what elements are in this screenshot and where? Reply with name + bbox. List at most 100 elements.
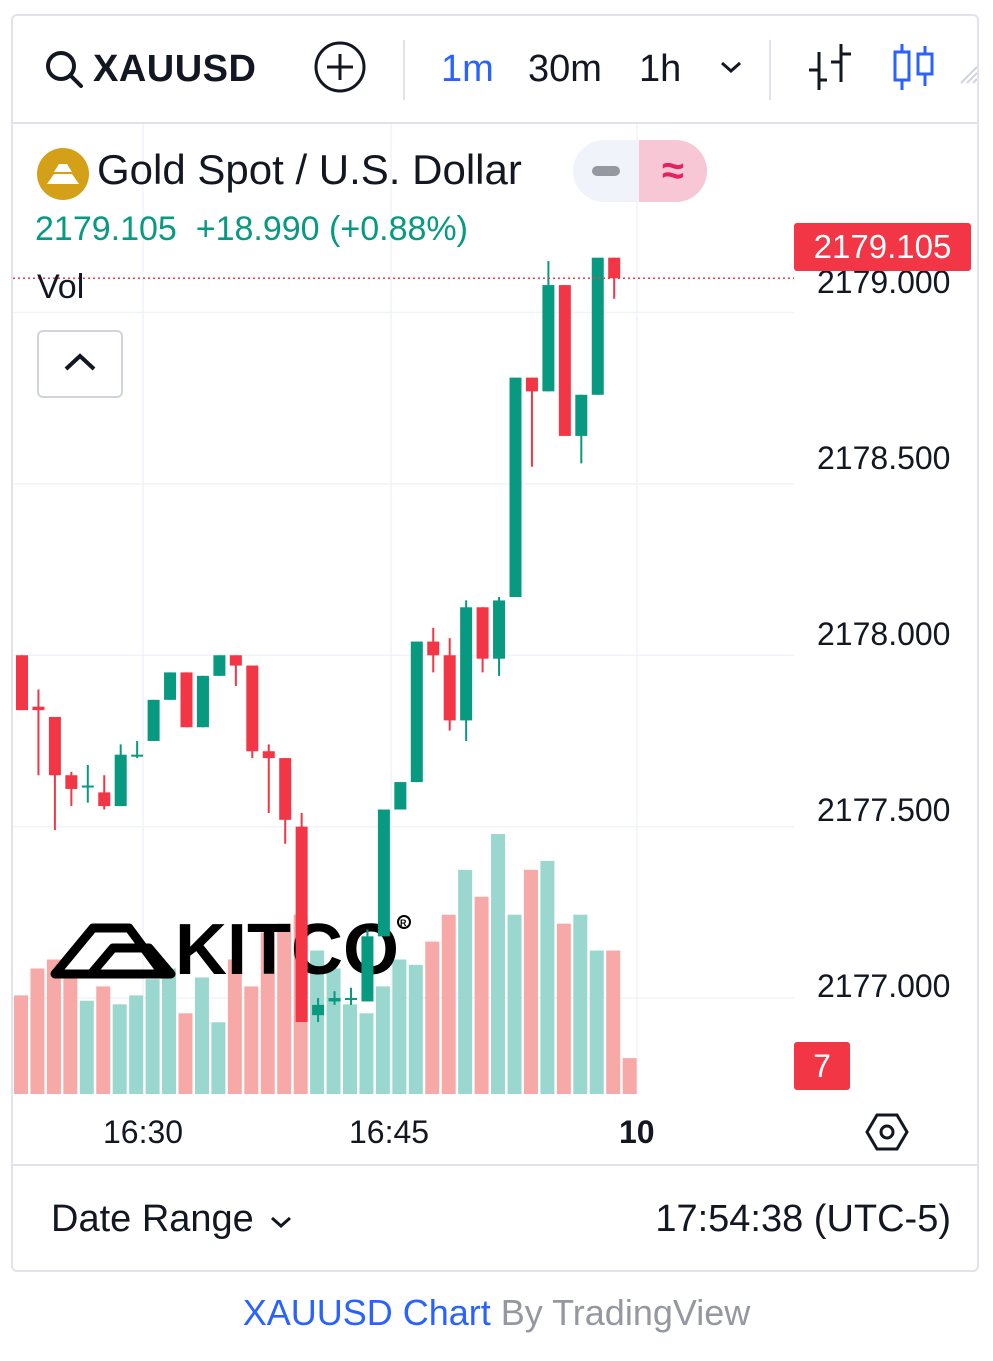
- symbol-description: Gold Spot / U.S. Dollar: [97, 146, 522, 193]
- volume-bar: [63, 977, 78, 1094]
- attribution-link[interactable]: XAUUSD Chart: [242, 1292, 491, 1333]
- candle[interactable]: [361, 929, 374, 1002]
- bar-style-button[interactable]: [805, 16, 857, 122]
- chart-widget: XAUUSD 1m 30m 1h: [11, 14, 979, 1272]
- last-price-value: 2179.105: [35, 210, 177, 248]
- volume-bar: [606, 950, 621, 1094]
- candle[interactable]: [476, 607, 489, 673]
- candle[interactable]: [295, 812, 308, 1023]
- time-axis-label: 16:45: [349, 1114, 430, 1150]
- timeframe-label: 1m: [441, 47, 494, 90]
- candle[interactable]: [16, 655, 28, 711]
- candle[interactable]: [575, 394, 588, 464]
- volume-bar: [622, 1058, 637, 1094]
- candle[interactable]: [131, 740, 144, 759]
- volume-bar: [310, 950, 325, 1094]
- time-axis-label: 16:30: [103, 1114, 184, 1150]
- candle[interactable]: [509, 377, 522, 598]
- candle[interactable]: [213, 655, 226, 676]
- attribution-text: By TradingView: [490, 1292, 751, 1333]
- minus-toggle[interactable]: [573, 140, 639, 202]
- price-axis-label: 2177.000: [817, 968, 951, 1004]
- volume-bar: [441, 914, 456, 1094]
- volume-bar: [375, 986, 390, 1094]
- chart-footer: Date Range 17:54:38 (UTC-5): [13, 1164, 977, 1270]
- volume-bar: [260, 932, 275, 1094]
- candle[interactable]: [460, 600, 473, 741]
- timeframe-dropdown[interactable]: [717, 16, 745, 122]
- candle[interactable]: [246, 665, 259, 759]
- search-icon: [43, 48, 85, 90]
- chevron-down-icon: [717, 57, 745, 82]
- candle[interactable]: [114, 744, 127, 807]
- resize-grip-icon: [955, 47, 977, 92]
- compare-button[interactable]: [313, 16, 367, 122]
- candle[interactable]: [394, 782, 407, 810]
- chart-settings-button[interactable]: [865, 1110, 909, 1159]
- candle[interactable]: [427, 627, 440, 673]
- chevron-down-icon: [268, 1198, 294, 1241]
- timeframe-30m[interactable]: 30m: [528, 16, 602, 122]
- price-axis-label: 2178.000: [817, 616, 951, 652]
- more-tools-handle[interactable]: [955, 16, 977, 122]
- volume-bar: [540, 860, 555, 1094]
- wave-toggle[interactable]: ≈: [639, 140, 707, 202]
- volume-bar: [523, 869, 538, 1094]
- volume-label: Vol: [37, 268, 85, 306]
- timezone-clock[interactable]: 17:54:38 (UTC-5): [655, 1197, 951, 1240]
- candle[interactable]: [164, 672, 177, 700]
- volume-bar: [556, 923, 571, 1094]
- volume-bar: [277, 923, 292, 1094]
- change-value: +18.990: [195, 210, 320, 248]
- volume-bar: [194, 977, 209, 1094]
- volume-bar: [227, 959, 242, 1094]
- toolbar-divider: [403, 40, 405, 100]
- timeframe-1h[interactable]: 1h: [639, 16, 681, 122]
- chart-pane[interactable]: KITCO R Gold Spot / U.S. Dollar ≈ 2179.1…: [13, 124, 977, 1164]
- candle[interactable]: [65, 771, 78, 807]
- timeframe-label: 30m: [528, 47, 602, 90]
- date-range-button[interactable]: Date Range: [51, 1166, 294, 1270]
- candle[interactable]: [279, 758, 292, 844]
- price-chart[interactable]: KITCO R: [13, 124, 979, 1164]
- candle[interactable]: [410, 641, 423, 783]
- timeframe-label: 1h: [639, 47, 682, 90]
- candle[interactable]: [229, 655, 242, 687]
- candle[interactable]: [493, 597, 506, 676]
- candle[interactable]: [312, 998, 325, 1023]
- candle[interactable]: [558, 285, 571, 436]
- ohlc-bars-icon: [805, 40, 857, 99]
- candle[interactable]: [32, 689, 45, 776]
- candle[interactable]: [147, 699, 160, 741]
- candle[interactable]: [377, 809, 390, 937]
- candle[interactable]: [180, 672, 193, 728]
- candle[interactable]: [98, 775, 111, 810]
- chevron-up-icon: [62, 351, 98, 378]
- volume-bar: [145, 979, 160, 1094]
- candle[interactable]: [591, 257, 604, 395]
- candle[interactable]: [196, 675, 209, 728]
- symbol-search[interactable]: XAUUSD: [43, 16, 256, 122]
- volume-bar: [359, 1013, 374, 1094]
- candle[interactable]: [328, 991, 341, 1005]
- volume-bar: [392, 959, 407, 1094]
- attribution: XAUUSD Chart By TradingView: [0, 1292, 993, 1334]
- candle[interactable]: [525, 377, 538, 467]
- candle[interactable]: [81, 764, 94, 803]
- approx-wave-icon: ≈: [662, 149, 684, 193]
- series-toggle[interactable]: ≈: [573, 140, 707, 202]
- symbol-name: XAUUSD: [93, 47, 257, 90]
- collapse-legend-button[interactable]: [37, 330, 123, 398]
- candle[interactable]: [262, 744, 275, 813]
- timeframe-1m[interactable]: 1m: [441, 16, 494, 122]
- volume-bar: [408, 964, 423, 1094]
- volume-bar: [573, 914, 588, 1094]
- candle[interactable]: [443, 638, 456, 731]
- volume-bar: [491, 834, 506, 1094]
- candle[interactable]: [345, 987, 357, 1005]
- volume-bar: [425, 941, 440, 1094]
- volume-bar: [79, 1000, 94, 1094]
- candle[interactable]: [48, 716, 61, 831]
- candle[interactable]: [542, 261, 555, 392]
- candle-style-button[interactable]: [889, 16, 939, 122]
